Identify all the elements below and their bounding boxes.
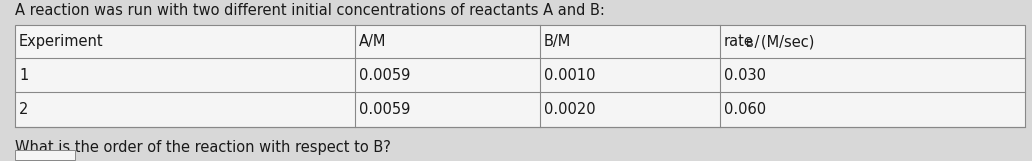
Text: B: B (746, 38, 753, 48)
Text: 0.030: 0.030 (724, 67, 766, 82)
Text: 0.060: 0.060 (724, 102, 766, 117)
Text: / (M/sec): / (M/sec) (753, 34, 814, 49)
Bar (15, 25, 1025, 127)
Text: B/M: B/M (544, 34, 572, 49)
Text: rate: rate (724, 34, 753, 49)
Text: What is the order of the reaction with respect to B?: What is the order of the reaction with r… (15, 140, 391, 155)
Text: 2: 2 (19, 102, 28, 117)
Text: A reaction was run with two different initial concentrations of reactants A and : A reaction was run with two different in… (15, 3, 605, 18)
Text: 0.0059: 0.0059 (359, 102, 411, 117)
Text: 0.0059: 0.0059 (359, 67, 411, 82)
Text: 0.0020: 0.0020 (544, 102, 595, 117)
Text: 0.0010: 0.0010 (544, 67, 595, 82)
Bar (15, 150, 75, 160)
Text: A/M: A/M (359, 34, 386, 49)
Bar (15, 25, 1025, 127)
Text: 1: 1 (19, 67, 28, 82)
Text: Experiment: Experiment (19, 34, 103, 49)
